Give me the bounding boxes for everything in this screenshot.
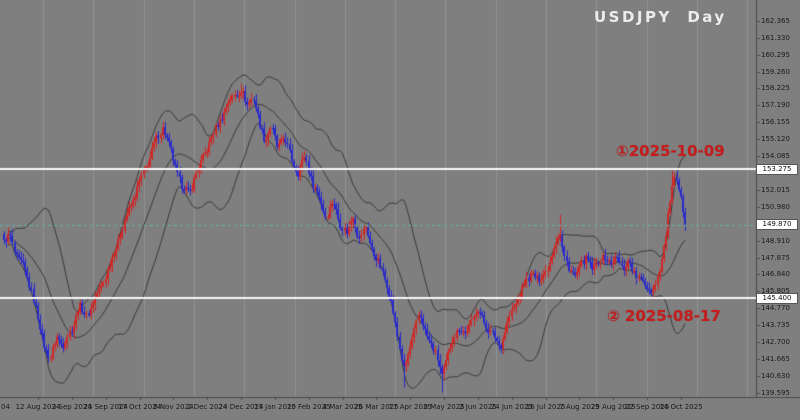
price-axis-label: 142.700	[761, 338, 790, 347]
price-axis-label: 162.365	[761, 16, 790, 25]
price-axis-label: 152.015	[761, 185, 790, 194]
price-axis-label: 146.840	[761, 270, 790, 279]
date-axis-label: 22 Sep 2025	[624, 403, 670, 411]
price-axis-label: 159.260	[761, 67, 790, 76]
date-axis-label: 26 Mar 2025	[354, 403, 399, 411]
price-axis: 162.365 161.330 160.295 159.260 158.225 157.1…	[756, 0, 800, 397]
date-axis-label: 17 Oct 2024	[117, 403, 162, 411]
price-axis-label: 143.735	[761, 321, 790, 330]
date-axis-label: 4 Mar 2025	[322, 403, 363, 411]
date-axis-label: 14 Oct 2025	[659, 403, 703, 411]
date-axis-label: 16 Jul 2025	[525, 403, 566, 411]
date-axis: 04 12 Aug 2024 3 Sep 2024 25 Sep 2024 17 Oct…	[0, 397, 800, 420]
price-axis-label: 158.225	[761, 84, 790, 93]
date-axis-label: 29 Aug 2025	[590, 403, 636, 411]
price-axis-label: 148.910	[761, 236, 790, 245]
date-axis-label: 2 Jun 2025	[459, 403, 497, 411]
date-axis-label: 8 Nov 2024	[153, 403, 194, 411]
price-axis-label: 145.805	[761, 287, 790, 296]
date-axis-label: 7 Aug 2025	[559, 403, 600, 411]
price-axis-label: 157.190	[761, 101, 790, 110]
price-axis-label: 150.980	[761, 202, 790, 211]
date-axis-label: 25 Sep 2024	[83, 403, 128, 411]
price-axis-label: 160.295	[761, 50, 790, 59]
date-axis-label: 17 Jan 2025	[253, 403, 296, 411]
price-axis-label: 141.665	[761, 355, 790, 364]
price-axis-label: 139.595	[761, 388, 790, 397]
date-axis-label: 3 Sep 2024	[51, 403, 92, 411]
price-axis-label: 147.875	[761, 253, 790, 262]
date-axis-label: 12 Aug 2024	[15, 403, 61, 411]
price-axis-label: 155.120	[761, 135, 790, 144]
price-axis-label: 161.330	[761, 33, 790, 42]
date-axis-label: 9 May 2025	[423, 403, 465, 411]
price-axis-label: 156.155	[761, 118, 790, 127]
date-axis-label: 10 Feb 2025	[286, 403, 331, 411]
price-axis-label: 140.630	[761, 371, 790, 380]
date-axis-label: 24 Jun 2025	[490, 403, 533, 411]
price-axis-label: 154.085	[761, 152, 790, 161]
annotation-line2-date[interactable]: ② 2025-08-17	[607, 307, 721, 325]
date-axis-label: 17 Apr 2025	[388, 403, 432, 411]
hline-price-box: 153.275	[756, 163, 798, 175]
annotation-line1-date[interactable]: ①2025-10-09	[616, 142, 725, 160]
date-axis-label: 04	[1, 403, 10, 411]
date-axis-label: 24 Dec 2024	[218, 403, 264, 411]
bid-price-box: 149.870	[756, 219, 798, 231]
hline-price-box: 145.400	[756, 292, 798, 304]
chart-title: USDJPY Day	[594, 8, 727, 26]
price-axis-label: 144.770	[761, 304, 790, 313]
date-axis-label: 2 Dec 2024	[187, 403, 228, 411]
